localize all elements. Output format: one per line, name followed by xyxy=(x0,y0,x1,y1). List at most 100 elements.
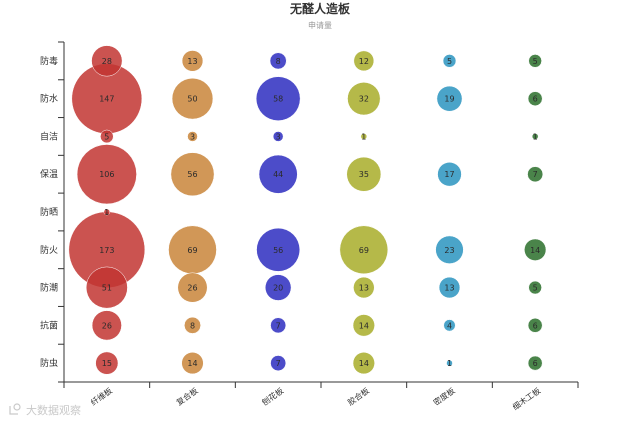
bubble: 7 xyxy=(270,317,287,334)
bubble-circle xyxy=(171,77,214,120)
bubble-circle xyxy=(438,276,461,299)
bubble-label: 6 xyxy=(533,95,538,104)
y-tick-label: 防潮 xyxy=(40,282,58,294)
y-tick-label: 防火 xyxy=(40,244,58,256)
bubble: 13 xyxy=(181,50,204,72)
bubble-circle xyxy=(272,131,284,142)
bubble-circle xyxy=(339,225,389,275)
bubble-circle xyxy=(435,235,464,264)
bubble-circle xyxy=(269,52,287,70)
x-tick-label: 刨花板 xyxy=(260,385,285,407)
y-tick-label: 自洁 xyxy=(40,130,58,142)
bubble: 14 xyxy=(352,352,375,375)
bubble-circle xyxy=(527,166,544,183)
bubble-label: 7 xyxy=(533,170,538,179)
bubble-label: 69 xyxy=(187,246,197,255)
bubble: 20 xyxy=(264,274,292,301)
bubble-label: 13 xyxy=(187,57,197,66)
chart-subtitle: 申请量 xyxy=(308,20,332,30)
bubble-label: 20 xyxy=(273,284,283,293)
bubble: 14 xyxy=(524,238,547,261)
bubble: 6 xyxy=(527,355,543,371)
bubble-label: 13 xyxy=(444,284,454,293)
bubble-label: 56 xyxy=(273,246,283,255)
bubble-circle xyxy=(527,91,543,106)
bubble-label: 35 xyxy=(359,170,369,179)
bubble: 7 xyxy=(527,166,544,183)
bubble-label: 5 xyxy=(533,57,538,66)
bubble: 1 xyxy=(360,132,368,141)
bubble-label: 173 xyxy=(99,246,114,255)
bubble-label: 5 xyxy=(447,57,452,66)
watermark: 大数据观察 xyxy=(9,403,81,417)
bubble-circle xyxy=(446,359,453,367)
bubble: 12 xyxy=(353,50,375,72)
bubble-label: 23 xyxy=(444,246,454,255)
bubble-label: 1 xyxy=(361,132,366,141)
bubble-circle xyxy=(270,317,287,334)
bubble: 14 xyxy=(352,314,375,337)
bubble: 5 xyxy=(100,129,114,144)
bubble-circle xyxy=(528,280,542,295)
bubble: 6 xyxy=(527,318,543,333)
y-tick-label: 防水 xyxy=(40,93,58,105)
watermark-text: 大数据观察 xyxy=(26,403,81,417)
bubble: 23 xyxy=(435,235,464,264)
bubble-label: 8 xyxy=(276,57,281,66)
bubble-circle xyxy=(181,50,204,72)
bubble-circle xyxy=(181,352,204,375)
x-tick-label: 纤维板 xyxy=(89,385,114,407)
chart-title: 无醛人造板 xyxy=(289,1,351,16)
bubble-label: 14 xyxy=(359,359,369,368)
bubble: 1 xyxy=(446,359,453,368)
bubble: 13 xyxy=(353,276,375,299)
bubble-circle xyxy=(258,154,298,194)
bubble: 106 xyxy=(76,144,137,205)
bubble-circle xyxy=(443,319,456,332)
bubble-label: 6 xyxy=(533,359,538,368)
bubble-label: 19 xyxy=(444,95,454,104)
bubble-circle xyxy=(85,266,128,309)
bubble-circle xyxy=(184,316,201,334)
bubble-circle xyxy=(256,227,301,272)
y-tick-label: 抗菌 xyxy=(40,319,58,331)
bubble-label: 32 xyxy=(359,95,369,104)
bubble-circle xyxy=(270,355,287,372)
bubble-label: 17 xyxy=(444,170,454,179)
bubble: 35 xyxy=(346,156,382,192)
bubble: 28 xyxy=(91,45,123,77)
bubble-circle xyxy=(255,76,301,121)
bubble: 7 xyxy=(270,355,287,372)
bubble-label: 51 xyxy=(102,284,112,293)
bubble-label: 106 xyxy=(99,170,114,179)
bubble-label: 6 xyxy=(533,321,538,330)
bubble-circle xyxy=(527,355,543,371)
y-tick-label: 防毒 xyxy=(40,55,58,67)
bubble-circle xyxy=(436,85,463,112)
bubble-label: 7 xyxy=(276,359,281,368)
bubble: 5 xyxy=(528,280,542,295)
bubble-circle xyxy=(91,45,123,77)
bubble: 19 xyxy=(436,85,463,112)
bubble-circle xyxy=(187,131,198,142)
bubble: 26 xyxy=(177,272,208,303)
bubble-label: 8 xyxy=(190,321,195,330)
bubble-label: 7 xyxy=(276,321,281,330)
bubble-label: 14 xyxy=(359,321,369,330)
bubble: 32 xyxy=(347,82,381,116)
bubble-label: 44 xyxy=(273,170,283,179)
bubble: 69 xyxy=(168,225,217,275)
bubble: 8 xyxy=(184,316,201,334)
bubble-circle xyxy=(352,314,375,337)
bubble-label: 5 xyxy=(104,132,109,141)
bubble-label: 12 xyxy=(359,57,369,66)
bubble: 26 xyxy=(91,310,122,341)
bubble: 13 xyxy=(438,276,461,299)
bubble-circle xyxy=(360,133,368,140)
bubble: 56 xyxy=(256,227,301,272)
bubble: 3 xyxy=(272,131,284,142)
bubble-circle xyxy=(177,272,208,303)
bubble-label: 14 xyxy=(187,359,197,368)
